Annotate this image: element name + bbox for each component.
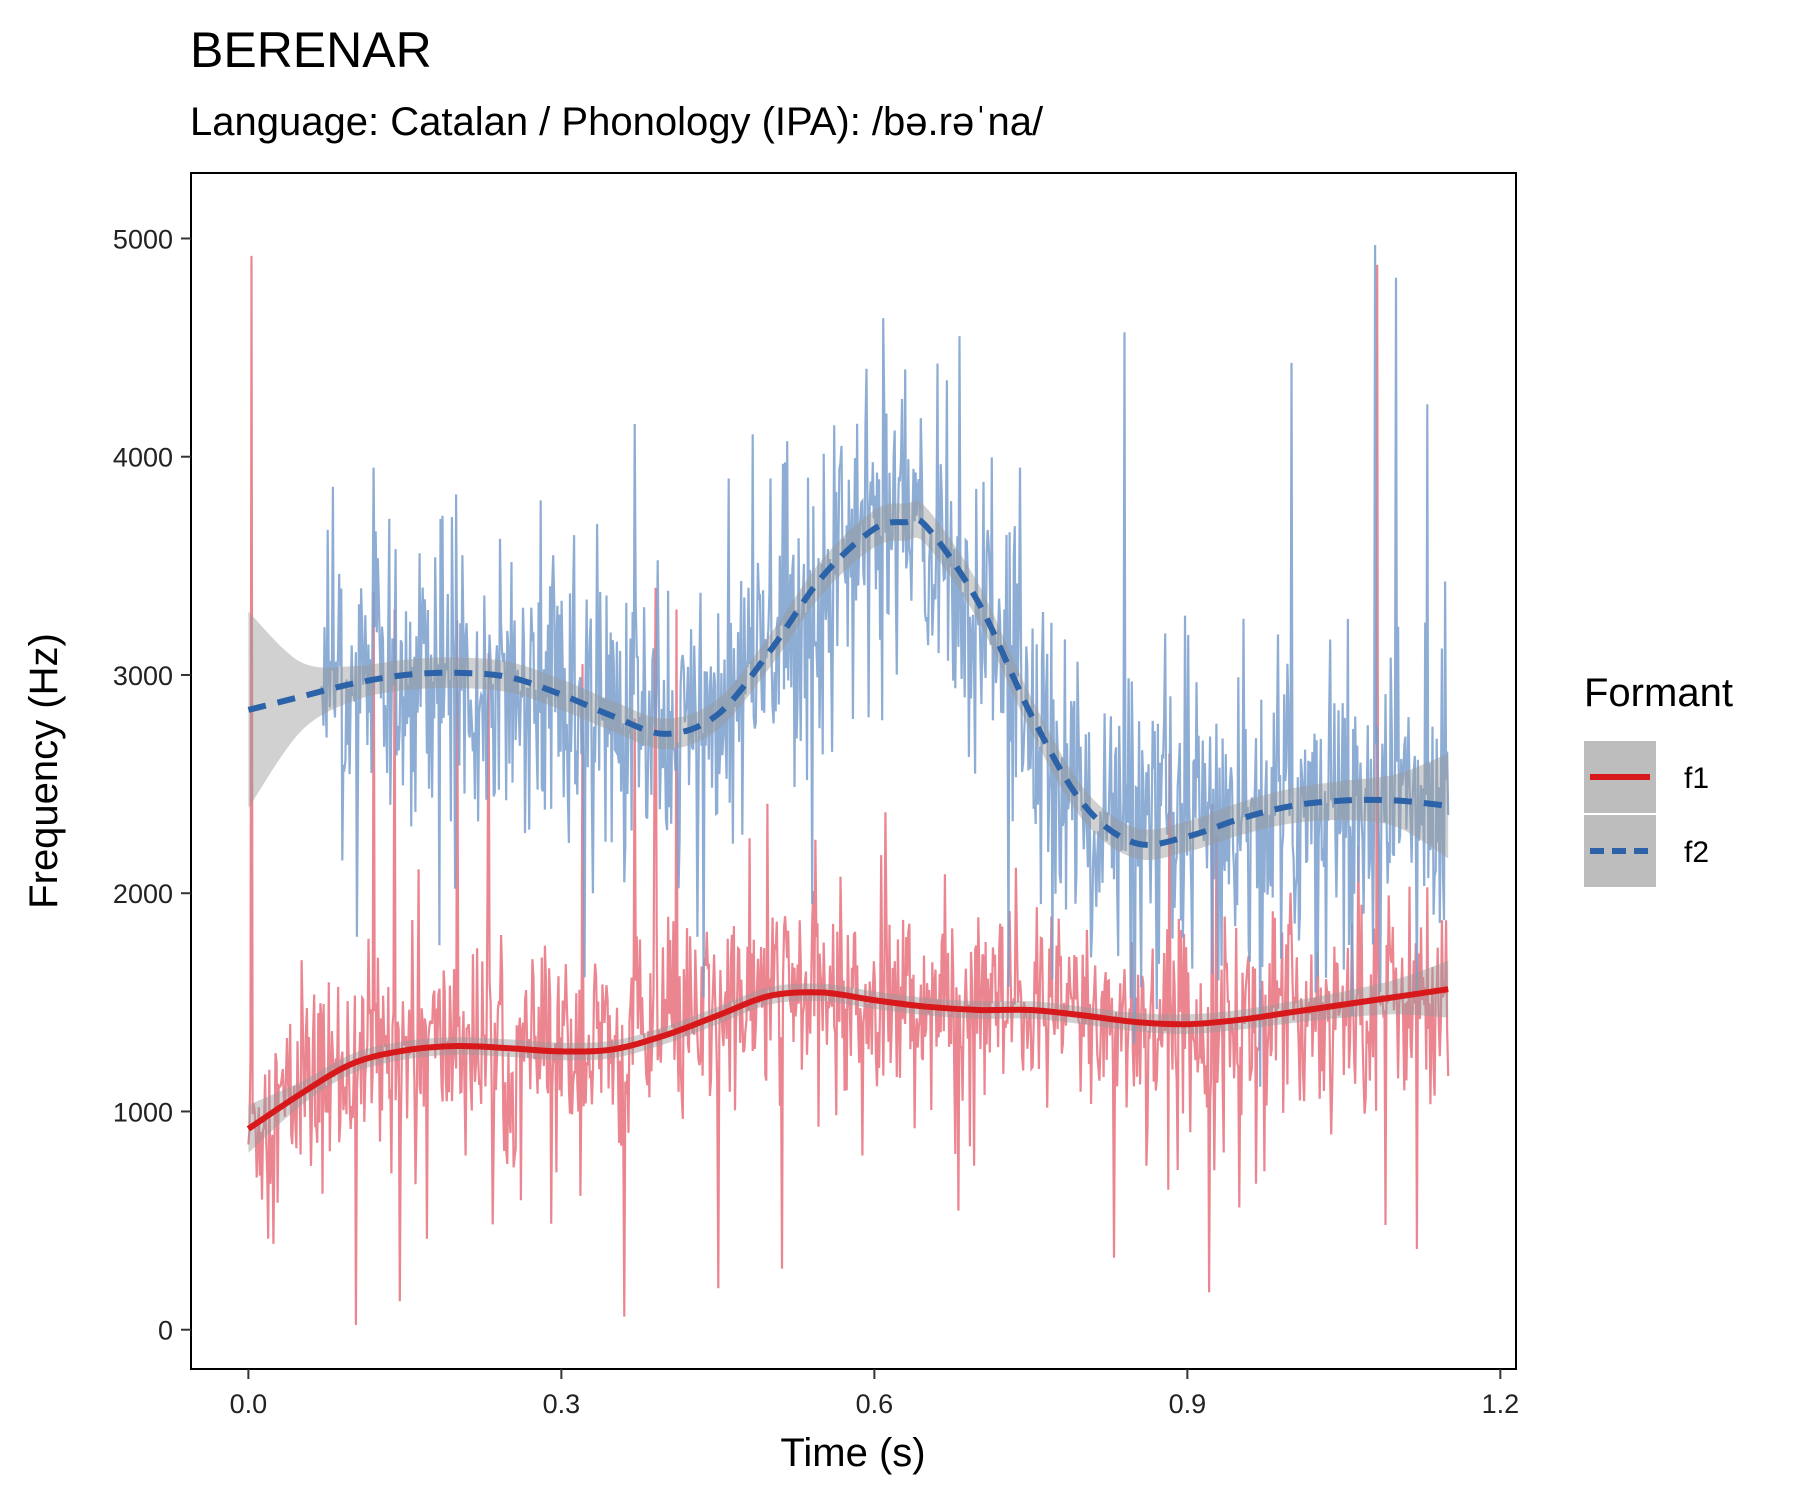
- x-axis: 0.0 0.3 0.6 0.9 1.2: [230, 1369, 1520, 1419]
- confidence-ribbons: [248, 500, 1449, 1153]
- y-tick-label-1000: 1000: [113, 1097, 173, 1127]
- plot-panel-border: [190, 172, 1517, 1370]
- legend-label-f1: f1: [1684, 762, 1709, 795]
- x-tick-label-0.0: 0.0: [230, 1389, 268, 1419]
- y-tick-label-2000: 2000: [113, 879, 173, 909]
- y-axis-title: Frequency (Hz): [22, 633, 66, 909]
- ribbon-f1: [248, 960, 1449, 1153]
- legend-label-f2: f2: [1684, 836, 1709, 869]
- raw-traces: [247, 244, 1450, 1326]
- ribbon-f2: [248, 500, 1449, 861]
- y-tick-label-5000: 5000: [113, 224, 173, 254]
- y-tick-label-3000: 3000: [113, 661, 173, 691]
- x-tick-label-0.6: 0.6: [856, 1389, 894, 1419]
- smooth-line-f1: [246, 986, 1449, 1132]
- x-tick-label-0.3: 0.3: [543, 1389, 581, 1419]
- raw-trace-f1: [247, 255, 1450, 1326]
- y-tick-label-0: 0: [158, 1316, 173, 1346]
- legend-title: Formant: [1584, 671, 1733, 715]
- chart-title: BERENAR: [190, 22, 432, 78]
- x-axis-title: Time (s): [780, 1431, 925, 1475]
- raw-trace-f2: [320, 244, 1450, 1087]
- smoothed-lines: [246, 516, 1449, 1132]
- x-tick-label-0.9: 0.9: [1169, 1389, 1207, 1419]
- x-tick-label-1.2: 1.2: [1482, 1389, 1520, 1419]
- y-axis: 0 1000 2000 3000 4000 5000: [113, 224, 191, 1346]
- smooth-line-f2: [247, 516, 1449, 848]
- y-tick-label-4000: 4000: [113, 443, 173, 473]
- legend: Formant f1 f2: [1584, 671, 1733, 887]
- chart-subtitle: Language: Catalan / Phonology (IPA): /bə…: [190, 100, 1044, 144]
